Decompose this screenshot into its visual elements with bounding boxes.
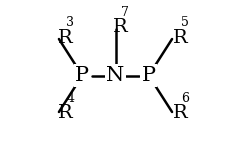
Text: P: P bbox=[75, 66, 89, 85]
Text: 5: 5 bbox=[181, 16, 189, 29]
Text: N: N bbox=[106, 66, 125, 85]
Text: R: R bbox=[112, 18, 127, 36]
Text: 3: 3 bbox=[67, 16, 74, 29]
Text: R: R bbox=[58, 104, 73, 122]
Text: R: R bbox=[58, 29, 73, 47]
Text: P: P bbox=[142, 66, 156, 85]
Text: R: R bbox=[173, 104, 188, 122]
Text: R: R bbox=[173, 29, 188, 47]
Text: 4: 4 bbox=[67, 92, 74, 105]
Text: 6: 6 bbox=[181, 92, 189, 105]
Text: 7: 7 bbox=[121, 6, 129, 19]
